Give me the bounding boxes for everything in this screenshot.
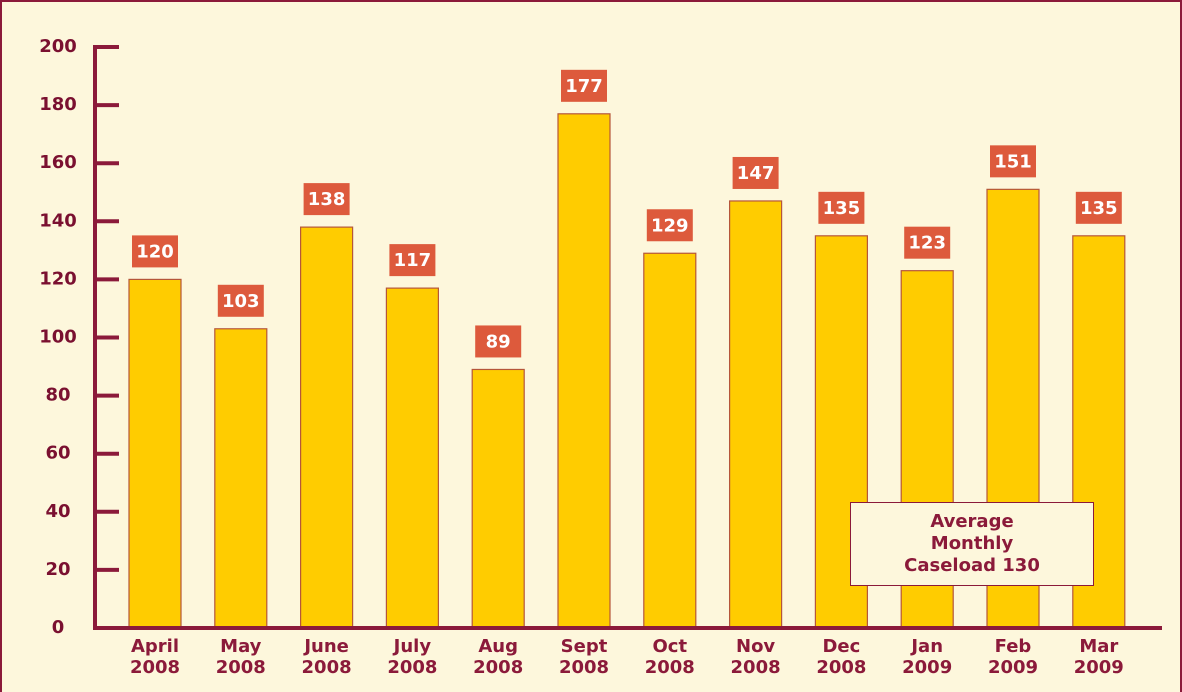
value-label: 177	[565, 76, 603, 97]
x-tick-label: April 2008	[129, 636, 181, 678]
bar	[128, 278, 182, 629]
value-label-box	[818, 191, 865, 224]
value-label-box	[217, 284, 264, 317]
bar	[300, 226, 354, 629]
x-tick-label: Jan 2009	[902, 636, 953, 678]
x-tick-label: May 2008	[215, 636, 266, 678]
value-label-box	[904, 226, 951, 259]
x-tick-label: Nov 2008	[730, 636, 781, 678]
x-tick-label: Oct 2008	[644, 636, 695, 678]
value-label-box	[1075, 191, 1122, 224]
value-label: 117	[394, 250, 432, 271]
bar	[471, 368, 525, 629]
value-label-box	[303, 183, 350, 216]
y-tick-label: 80	[45, 385, 70, 406]
value-label-box	[646, 209, 693, 242]
value-label-box	[561, 69, 607, 102]
value-label: 138	[308, 189, 346, 210]
value-label: 123	[908, 233, 946, 254]
y-tick-label: 0	[52, 617, 65, 638]
y-tick-label: 40	[45, 501, 70, 522]
value-label-box	[990, 145, 1036, 178]
y-tick-label: 120	[39, 268, 77, 289]
y-tick-label: 20	[45, 559, 70, 580]
value-label: 151	[994, 151, 1032, 172]
x-tick-label: Dec 2008	[816, 636, 867, 678]
value-label: 135	[1080, 198, 1118, 219]
x-tick-label: June 2008	[301, 636, 352, 678]
y-tick-label: 140	[39, 210, 77, 231]
y-tick-label: 200	[39, 36, 77, 57]
value-label-box	[132, 235, 178, 268]
value-label: 89	[486, 331, 511, 352]
x-tick-label: Sept 2008	[558, 636, 610, 678]
bar	[643, 252, 697, 629]
y-tick-label: 180	[39, 94, 77, 115]
value-label: 129	[651, 215, 689, 236]
value-label: 103	[222, 291, 260, 312]
x-tick-label: July 2008	[387, 636, 438, 678]
bar	[214, 328, 268, 629]
value-label: 120	[136, 241, 174, 262]
x-tick-label: Mar 2009	[1073, 636, 1124, 678]
annotation: Average Monthly Caseload 130	[850, 502, 1094, 586]
x-tick-label: Aug 2008	[473, 636, 524, 678]
value-label-box	[732, 156, 779, 189]
value-label: 135	[823, 198, 861, 219]
x-tick-label: Feb 2009	[987, 636, 1039, 678]
bar	[557, 113, 611, 629]
value-label-box	[475, 325, 522, 358]
bar	[385, 287, 439, 629]
value-label: 147	[737, 163, 775, 184]
bar	[728, 200, 783, 629]
value-label-box	[389, 244, 436, 277]
y-tick-label: 100	[39, 327, 77, 348]
y-tick-label: 60	[45, 443, 70, 464]
y-tick-label: 160	[39, 152, 77, 173]
